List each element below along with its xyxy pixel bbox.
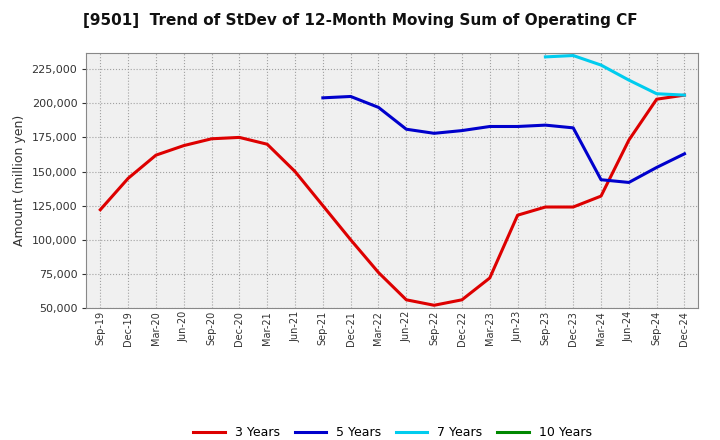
5 Years (485, 124, 494, 129)
3 Years (152, 153, 161, 158)
3 Years (513, 213, 522, 218)
3 Years (124, 176, 132, 181)
5 Years (597, 177, 606, 182)
5 Years (652, 165, 661, 170)
Y-axis label: Amount (million yen): Amount (million yen) (13, 115, 26, 246)
3 Years (402, 297, 410, 302)
3 Years (291, 169, 300, 174)
3 Years (569, 204, 577, 209)
7 Years (652, 91, 661, 96)
5 Years (430, 131, 438, 136)
5 Years (402, 127, 410, 132)
7 Years (569, 53, 577, 58)
5 Years (513, 124, 522, 129)
3 Years (96, 207, 104, 213)
Line: 7 Years: 7 Years (546, 55, 685, 95)
5 Years (680, 151, 689, 157)
Text: [9501]  Trend of StDev of 12-Month Moving Sum of Operating CF: [9501] Trend of StDev of 12-Month Moving… (83, 13, 637, 28)
5 Years (624, 180, 633, 185)
7 Years (541, 54, 550, 59)
3 Years (374, 270, 383, 275)
7 Years (680, 92, 689, 98)
3 Years (263, 142, 271, 147)
3 Years (541, 204, 550, 209)
Line: 3 Years: 3 Years (100, 95, 685, 305)
5 Years (374, 105, 383, 110)
3 Years (207, 136, 216, 141)
Legend: 3 Years, 5 Years, 7 Years, 10 Years: 3 Years, 5 Years, 7 Years, 10 Years (188, 422, 597, 440)
5 Years (541, 122, 550, 128)
5 Years (346, 94, 355, 99)
7 Years (624, 77, 633, 83)
3 Years (179, 143, 188, 148)
3 Years (318, 203, 327, 208)
Line: 5 Years: 5 Years (323, 96, 685, 183)
7 Years (597, 62, 606, 68)
3 Years (624, 138, 633, 143)
5 Years (458, 128, 467, 133)
3 Years (652, 96, 661, 102)
3 Years (485, 275, 494, 281)
3 Years (235, 135, 243, 140)
5 Years (318, 95, 327, 100)
3 Years (346, 237, 355, 242)
3 Years (430, 303, 438, 308)
3 Years (680, 92, 689, 98)
3 Years (458, 297, 467, 302)
5 Years (569, 125, 577, 131)
3 Years (597, 194, 606, 199)
